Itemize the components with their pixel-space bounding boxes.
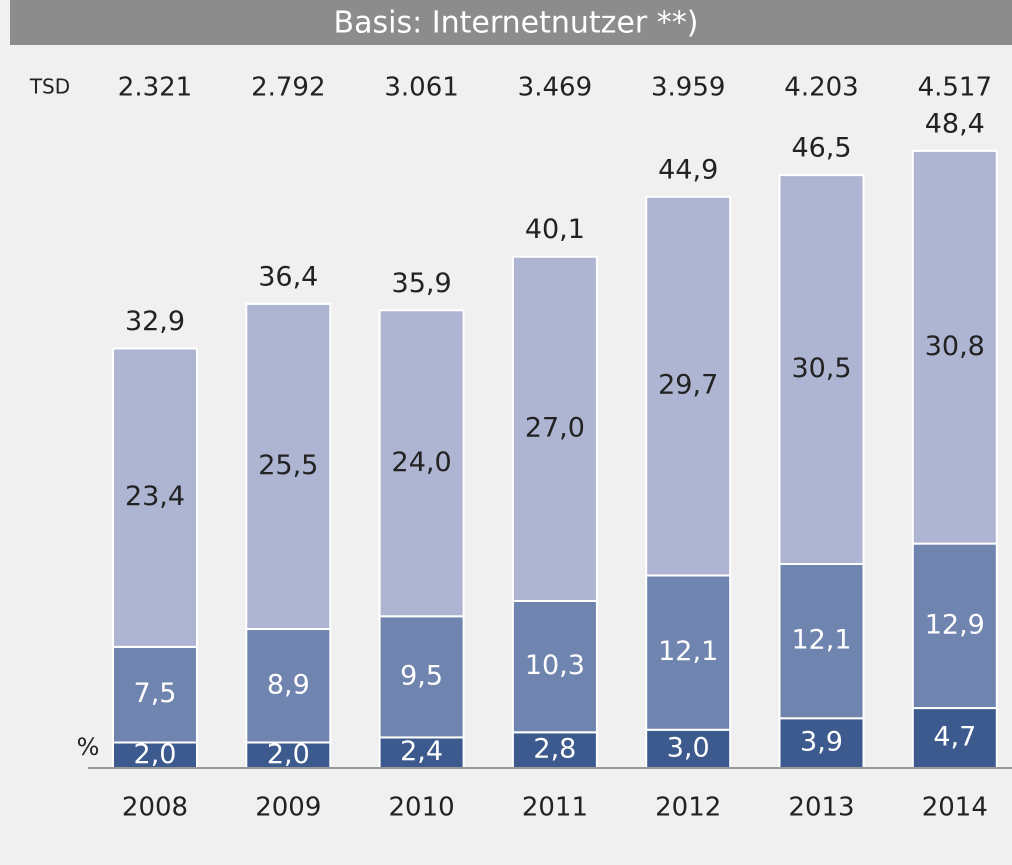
total-label: 46,5 xyxy=(791,133,851,164)
segment-label: 12,1 xyxy=(658,636,718,667)
bar-segment xyxy=(511,255,598,602)
total-label: 40,1 xyxy=(525,214,585,245)
segment-label: 25,5 xyxy=(258,450,318,481)
segment-label: 30,8 xyxy=(925,331,985,362)
tsd-value: 2.792 xyxy=(251,73,325,103)
bar-segment xyxy=(911,149,998,545)
bar-segment xyxy=(645,195,732,577)
segment-label: 2,4 xyxy=(400,736,443,767)
bar-segment xyxy=(911,542,998,710)
segment-label: 2,0 xyxy=(267,739,310,770)
chart-title: Basis: Internetnutzer **) xyxy=(334,6,699,41)
total-label: 32,9 xyxy=(125,306,185,337)
x-tick-label: 2014 xyxy=(922,793,988,823)
total-label: 36,4 xyxy=(258,261,318,292)
segment-label: 30,5 xyxy=(791,353,851,384)
segment-label: 2,0 xyxy=(134,739,177,770)
segment-label: 7,5 xyxy=(134,678,177,709)
total-label: 35,9 xyxy=(392,268,452,299)
bar-segment xyxy=(112,741,198,769)
x-tick-label: 2012 xyxy=(655,793,721,823)
segment-label: 3,9 xyxy=(800,727,843,758)
total-label: 48,4 xyxy=(925,108,985,139)
bar-segment xyxy=(112,645,198,744)
segment-label: 3,0 xyxy=(667,732,710,763)
tsd-value: 4.517 xyxy=(918,73,992,103)
tsd-value: 2.321 xyxy=(118,73,192,103)
bar-segment xyxy=(778,563,865,720)
segment-label: 27,0 xyxy=(525,412,585,443)
tsd-value: 3.959 xyxy=(651,73,725,103)
tsd-value: 3.061 xyxy=(384,73,458,103)
bar-segment xyxy=(245,302,332,631)
title-banner xyxy=(10,0,1012,45)
x-tick-label: 2013 xyxy=(788,793,854,823)
x-tick-label: 2008 xyxy=(122,793,188,823)
segment-label: 29,7 xyxy=(658,370,718,401)
segment-label: 8,9 xyxy=(267,669,310,700)
segment-label: 4,7 xyxy=(933,722,976,753)
segment-label: 10,3 xyxy=(525,650,585,681)
unit-label: % xyxy=(77,733,100,761)
tsd-label: TSD xyxy=(29,75,70,99)
segment-label: 9,5 xyxy=(400,660,443,691)
segment-label: 12,9 xyxy=(925,609,985,640)
segment-label: 23,4 xyxy=(125,481,185,512)
x-tick-label: 2011 xyxy=(522,793,588,823)
segment-label: 24,0 xyxy=(392,447,452,478)
segment-label: 12,1 xyxy=(791,625,851,656)
total-label: 44,9 xyxy=(658,154,718,185)
x-tick-label: 2010 xyxy=(389,793,455,823)
bar-segment xyxy=(378,615,465,739)
bar-segment xyxy=(911,707,998,770)
bar-segment xyxy=(112,347,198,648)
segment-label: 2,8 xyxy=(533,734,576,765)
x-tick-label: 2009 xyxy=(255,793,321,823)
bar-segment xyxy=(778,174,865,565)
tsd-value: 3.469 xyxy=(518,73,592,103)
bar-segment xyxy=(378,309,465,618)
tsd-value: 4.203 xyxy=(784,73,858,103)
bar-segment xyxy=(645,574,732,731)
